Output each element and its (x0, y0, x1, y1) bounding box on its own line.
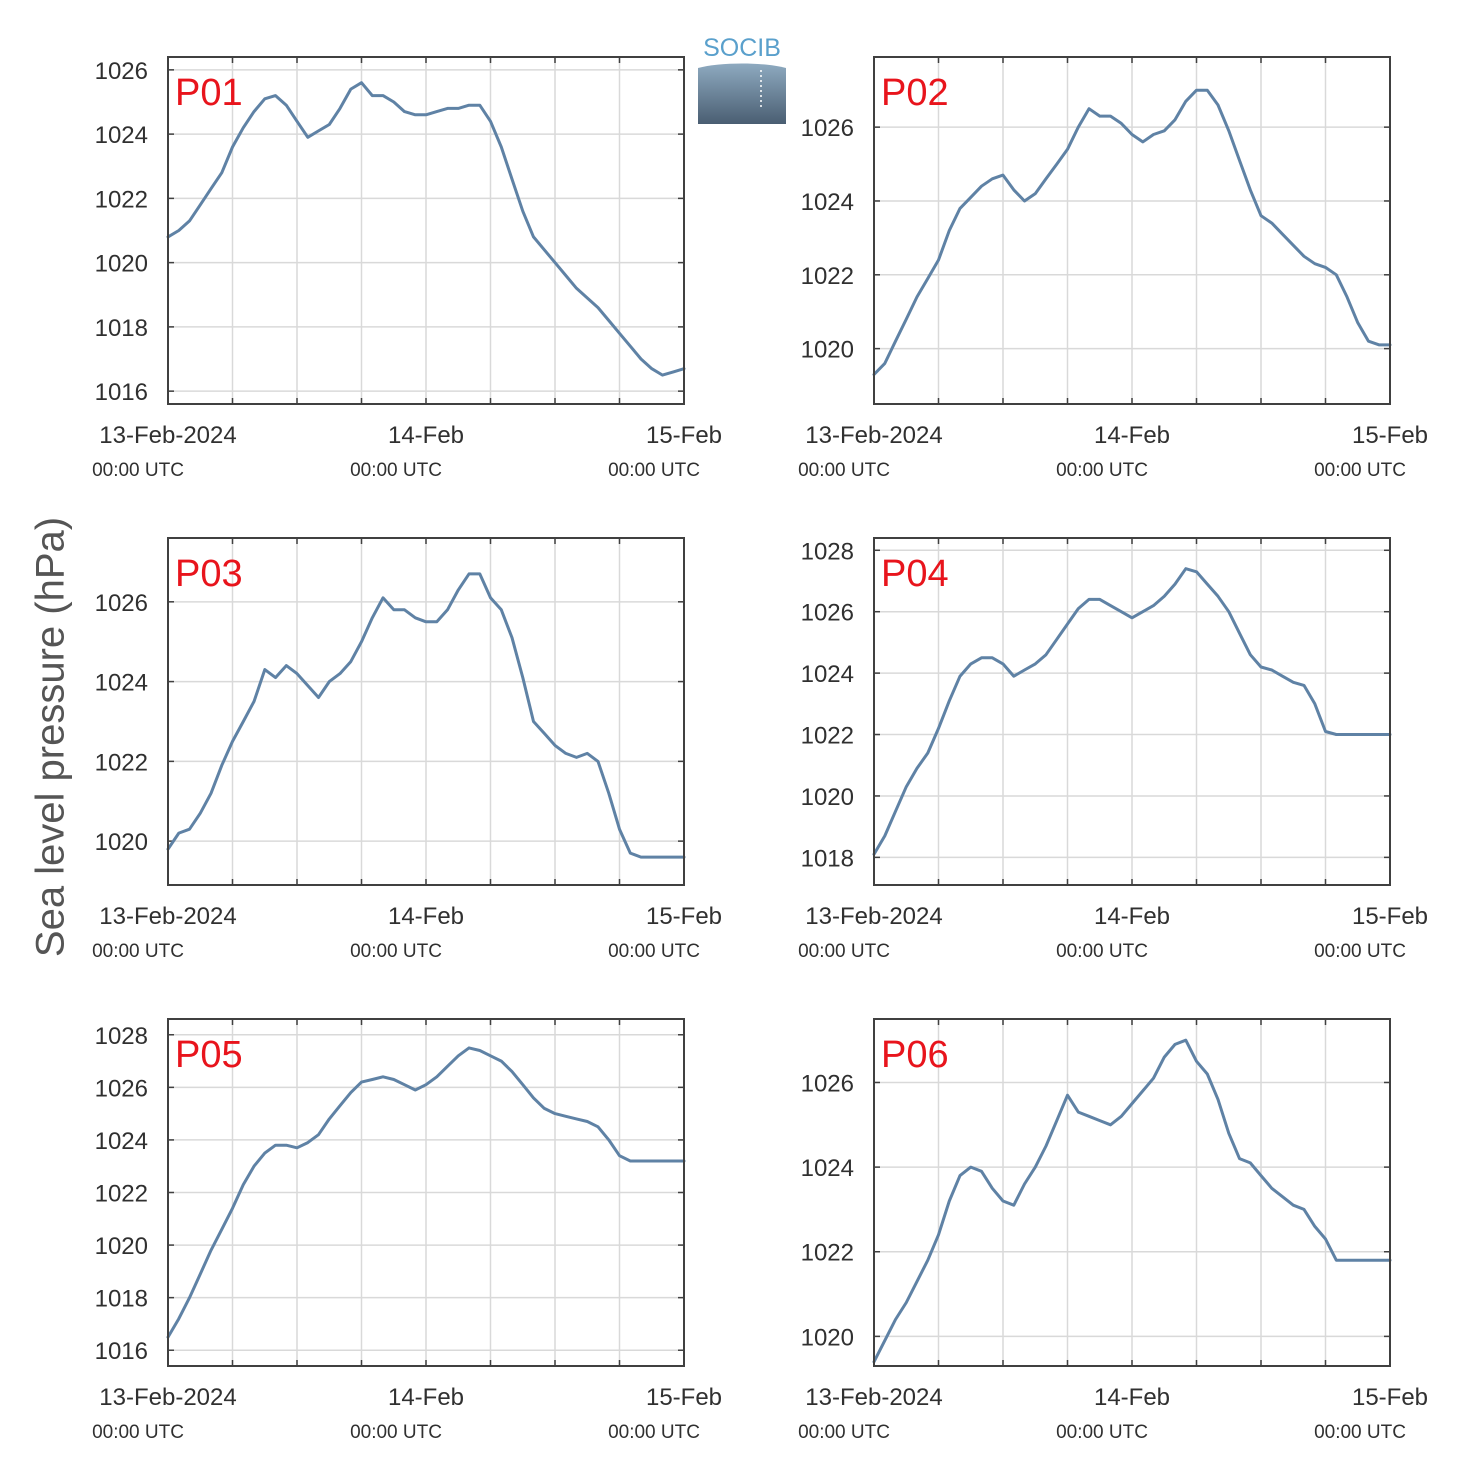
series-line (872, 88, 1392, 376)
x-tick-label: 14-Feb (1094, 1384, 1170, 1411)
x-tick-sublabel: 00:00 UTC (608, 1422, 700, 1443)
logo-text: SOCIB (703, 34, 781, 62)
y-tick-label: 1028 (801, 538, 854, 565)
x-tick-sublabel: 00:00 UTC (798, 941, 890, 962)
x-tick-sublabel: 00:00 UTC (350, 1422, 442, 1443)
series-line (166, 572, 686, 859)
x-tick-sublabel: 00:00 UTC (798, 460, 890, 481)
x-tick-label: 14-Feb (1094, 422, 1170, 449)
y-axis-label: Sea level pressure (hPa) (28, 516, 73, 958)
series-line (166, 81, 686, 377)
x-tick-label: 13-Feb-2024 (99, 422, 236, 449)
y-tick-label: 1028 (95, 1023, 148, 1050)
plot-frame (873, 537, 1391, 886)
y-tick-label: 1022 (95, 1181, 148, 1208)
x-tick-label: 13-Feb-2024 (805, 422, 942, 449)
panel-title: P06 (881, 1034, 949, 1076)
x-tick-label: 14-Feb (388, 903, 464, 930)
y-tick-label: 1026 (95, 1075, 148, 1102)
x-tick-label: 15-Feb (646, 903, 722, 930)
y-tick-label: 1026 (801, 600, 854, 627)
y-tick-label: 1020 (801, 1324, 854, 1351)
plot-frame (167, 1018, 685, 1367)
x-tick-label: 14-Feb (388, 422, 464, 449)
y-tick-label: 1020 (95, 251, 148, 278)
x-tick-sublabel: 00:00 UTC (92, 941, 184, 962)
x-tick-label: 14-Feb (388, 1384, 464, 1411)
x-tick-label: 15-Feb (1352, 903, 1428, 930)
y-tick-label: 1022 (95, 186, 148, 213)
series-line (872, 1038, 1392, 1364)
plot-frame (167, 537, 685, 886)
y-tick-label: 1022 (801, 723, 854, 750)
y-tick-label: 1026 (95, 58, 148, 85)
y-tick-label: 1018 (95, 315, 148, 342)
x-tick-label: 13-Feb-2024 (805, 903, 942, 930)
panel-title: P04 (881, 553, 949, 595)
plot-frame (167, 56, 685, 405)
y-tick-label: 1016 (95, 1338, 148, 1365)
x-tick-sublabel: 00:00 UTC (608, 941, 700, 962)
y-tick-label: 1024 (801, 189, 854, 216)
y-tick-label: 1018 (95, 1286, 148, 1313)
x-tick-sublabel: 00:00 UTC (350, 941, 442, 962)
x-tick-label: 13-Feb-2024 (805, 1384, 942, 1411)
logo-wave-icon (698, 63, 786, 124)
socib-logo: SOCIB (698, 34, 786, 124)
panel-title: P02 (881, 72, 949, 114)
x-tick-label: 15-Feb (1352, 422, 1428, 449)
x-tick-label: 15-Feb (1352, 1384, 1428, 1411)
y-tick-label: 1022 (801, 1240, 854, 1267)
panel-p04: 1018 1020 1022 1024 1026 1028 13-Feb-2024 00:00… (798, 537, 1428, 962)
y-tick-label: 1018 (801, 845, 854, 872)
series-line (872, 567, 1392, 856)
panel-title: P01 (175, 72, 243, 114)
x-tick-sublabel: 00:00 UTC (1314, 1422, 1406, 1443)
x-tick-sublabel: 00:00 UTC (798, 1422, 890, 1443)
x-tick-label: 13-Feb-2024 (99, 1384, 236, 1411)
x-tick-label: 14-Feb (1094, 903, 1170, 930)
y-tick-label: 1026 (801, 1070, 854, 1097)
panel-title: P03 (175, 553, 243, 595)
x-tick-label: 15-Feb (646, 1384, 722, 1411)
plot-frame (873, 1018, 1391, 1367)
y-tick-label: 1026 (801, 115, 854, 142)
y-tick-label: 1020 (95, 1233, 148, 1260)
y-tick-label: 1024 (801, 1155, 854, 1182)
x-tick-label: 13-Feb-2024 (99, 903, 236, 930)
panel-p05: 1016 1018 1020 1022 1024 1026 1028 13-Feb-2024 0… (92, 1018, 722, 1443)
x-tick-sublabel: 00:00 UTC (1056, 941, 1148, 962)
x-tick-sublabel: 00:00 UTC (92, 1422, 184, 1443)
x-tick-sublabel: 00:00 UTC (92, 460, 184, 481)
panel-p01: 1016 1018 1020 1022 1024 1026 13-Feb-2024 00:00… (92, 56, 722, 481)
y-tick-label: 1020 (95, 829, 148, 856)
y-tick-label: 1020 (801, 784, 854, 811)
x-tick-sublabel: 00:00 UTC (1314, 941, 1406, 962)
x-tick-sublabel: 00:00 UTC (1056, 1422, 1148, 1443)
x-tick-sublabel: 00:00 UTC (350, 460, 442, 481)
x-tick-sublabel: 00:00 UTC (1056, 460, 1148, 481)
x-tick-label: 15-Feb (646, 422, 722, 449)
x-tick-sublabel: 00:00 UTC (1314, 460, 1406, 481)
y-tick-label: 1016 (95, 379, 148, 406)
y-tick-label: 1020 (801, 337, 854, 364)
x-tick-sublabel: 00:00 UTC (608, 460, 700, 481)
y-tick-label: 1026 (95, 590, 148, 617)
y-tick-label: 1024 (95, 1128, 148, 1155)
series-line (166, 1046, 686, 1339)
y-tick-label: 1024 (95, 122, 148, 149)
plot-frame (873, 56, 1391, 405)
y-tick-label: 1024 (801, 661, 854, 688)
panel-p06: 1020 1022 1024 1026 13-Feb-2024 00:00 UTC 14-F… (798, 1018, 1428, 1443)
y-tick-label: 1022 (95, 749, 148, 776)
panel-p03: 1020 1022 1024 1026 13-Feb-2024 00:00 UTC 14-F… (92, 537, 722, 962)
y-tick-label: 1024 (95, 670, 148, 697)
y-tick-label: 1022 (801, 263, 854, 290)
panel-title: P05 (175, 1034, 243, 1076)
panel-p02: 1020 1022 1024 1026 13-Feb-2024 00:00 UTC 14-F… (798, 56, 1428, 481)
